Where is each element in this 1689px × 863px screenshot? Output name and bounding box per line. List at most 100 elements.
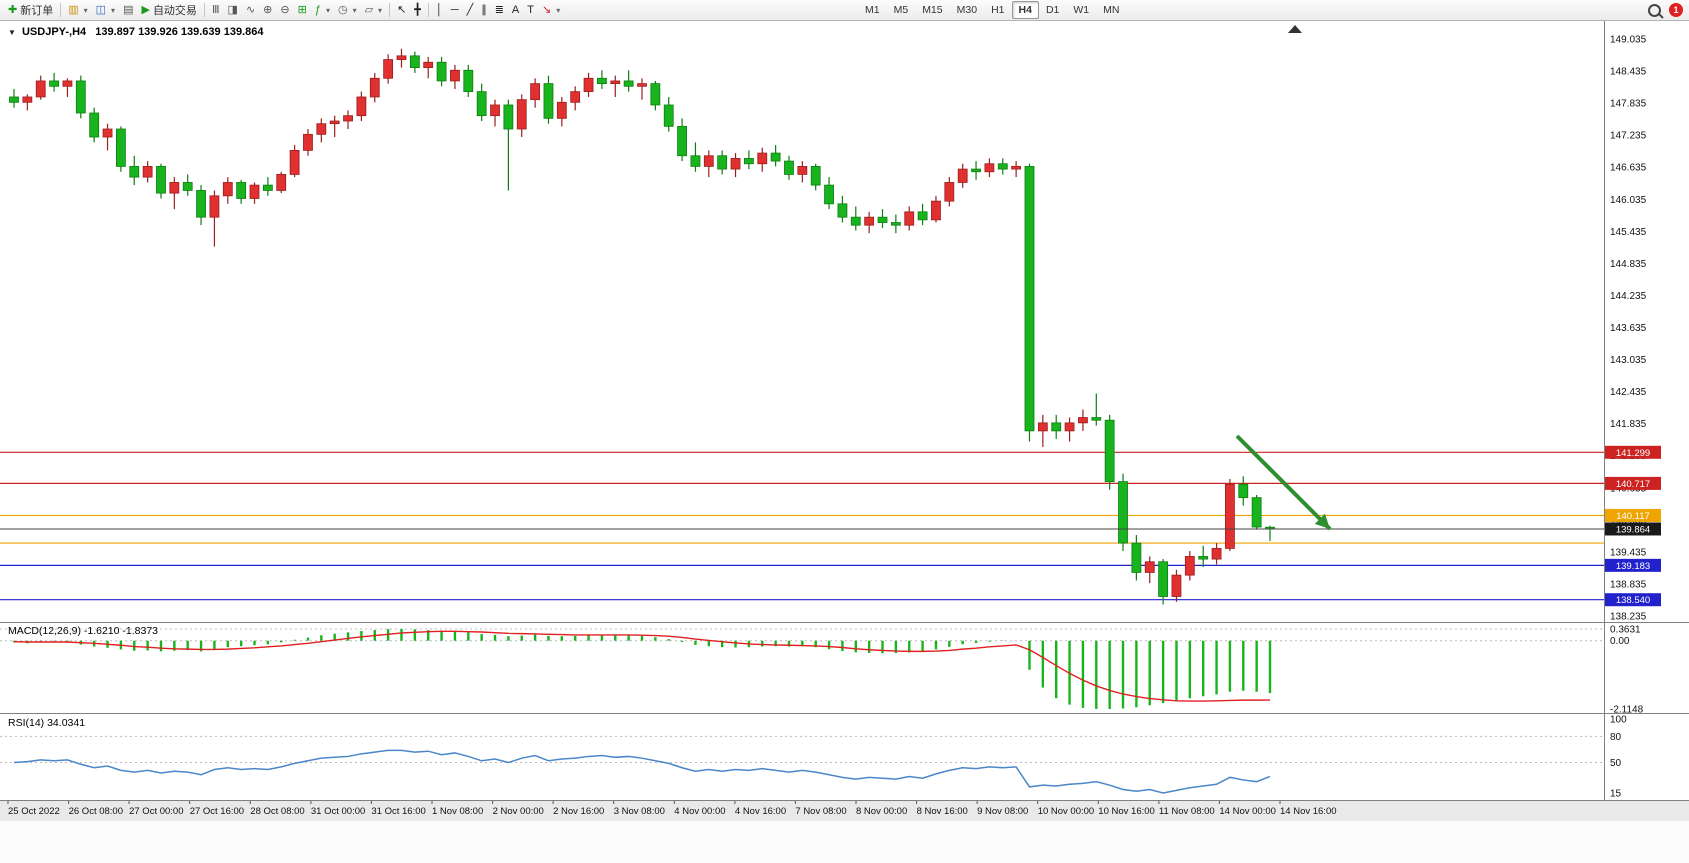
time-axis-label: 27 Oct 16:00 xyxy=(190,806,244,817)
chart-shift-marker[interactable] xyxy=(1288,25,1302,33)
toolbar-separator xyxy=(60,3,62,17)
candle-body xyxy=(49,80,59,87)
chart-canvas[interactable]: 149.035 148.435 147.835 147.235 146.635 146.0… xyxy=(0,21,1689,863)
price-tag-label: 139.864 xyxy=(1616,524,1650,535)
rsi-axis-label: 15 xyxy=(1610,789,1622,800)
candle-body xyxy=(530,83,541,101)
candle-body xyxy=(864,216,875,226)
ohlc-values: 139.897 139.926 139.639 139.864 xyxy=(95,26,264,38)
price-tag-label: 140.717 xyxy=(1616,479,1650,490)
chart-symbol-title[interactable]: ▼ USDJPY-,H4 139.897 139.926 139.639 139… xyxy=(8,26,263,38)
candle-body xyxy=(75,80,86,114)
profiles-button[interactable]: ◫ xyxy=(92,1,119,19)
tf-button-h1[interactable]: H1 xyxy=(991,4,1005,16)
arrows-button[interactable]: ↘ xyxy=(538,1,564,19)
autotrading-icon: ▶ xyxy=(141,3,150,16)
price-pane[interactable] xyxy=(0,21,1604,622)
horizontal-line-button[interactable]: ─ xyxy=(447,1,463,19)
search-icon[interactable] xyxy=(1648,3,1661,17)
tf-button-m30[interactable]: M30 xyxy=(956,4,978,16)
candle-body xyxy=(1131,542,1142,573)
candle-body xyxy=(944,182,955,202)
trend-arrow-annotation[interactable] xyxy=(1235,434,1332,531)
macd-pane[interactable] xyxy=(0,622,1604,713)
tf-button-m15[interactable]: M15 xyxy=(922,4,943,16)
price-axis-label: 141.835 xyxy=(1610,419,1647,430)
tf-button-d1[interactable]: D1 xyxy=(1045,4,1060,16)
data-window-button[interactable]: ▤ xyxy=(119,1,137,19)
tile-windows-button[interactable]: ⊞ xyxy=(294,1,311,19)
candle-body xyxy=(957,168,968,183)
candle-body xyxy=(784,160,794,175)
candle-body xyxy=(824,184,834,205)
time-axis[interactable] xyxy=(0,800,1689,821)
new-order-button[interactable]: ✚ 新订单 xyxy=(4,1,57,19)
tf-button-w1[interactable]: W1 xyxy=(1073,4,1090,16)
new-order-icon: ✚ xyxy=(8,3,18,16)
candle-body xyxy=(222,182,233,197)
channel-icon: ∥ xyxy=(481,3,487,16)
candle-body xyxy=(797,166,808,175)
trendline-button[interactable]: ╱ xyxy=(463,1,478,19)
price-axis-label: 145.435 xyxy=(1610,227,1647,238)
candle-body xyxy=(623,80,634,87)
price-axis-label: 138.835 xyxy=(1610,579,1647,590)
channel-button[interactable]: ∥ xyxy=(477,1,491,19)
text-button[interactable]: A xyxy=(508,1,523,19)
bar-chart-type-button[interactable]: Ⅲ xyxy=(208,1,224,19)
tf-button-mn[interactable]: MN xyxy=(1103,4,1120,16)
candle-body xyxy=(329,120,340,125)
templates-button[interactable]: ▱ xyxy=(361,1,386,19)
time-axis-label: 14 Nov 00:00 xyxy=(1219,806,1276,817)
new-chart-button[interactable]: ▥ xyxy=(64,1,91,19)
candle-body xyxy=(1104,419,1115,483)
candle-body xyxy=(690,155,701,167)
text-label-button[interactable]: T xyxy=(523,1,538,19)
candle-body xyxy=(1024,166,1035,432)
price-tag xyxy=(1605,508,1661,522)
line-chart-type-button[interactable]: ∿ xyxy=(242,1,259,19)
tile-windows-icon: ⊞ xyxy=(297,3,307,16)
price-axis[interactable] xyxy=(1604,21,1689,800)
candle-body xyxy=(677,125,687,157)
candle-body xyxy=(196,190,206,218)
rsi-axis-label: 50 xyxy=(1610,758,1622,769)
price-tag-label: 138.540 xyxy=(1616,595,1650,606)
tf-button-h4[interactable]: H4 xyxy=(1011,1,1039,19)
candle-body xyxy=(1171,574,1182,597)
zoom-out-button[interactable]: ⊖ xyxy=(276,1,293,19)
candle-body xyxy=(9,96,19,103)
candle-body xyxy=(1037,422,1048,432)
candle-body xyxy=(971,168,981,173)
candle-body xyxy=(343,115,353,122)
tf-button-m5[interactable]: M5 xyxy=(893,4,909,16)
toolbar: ✚ 新订单 ▥ ◫ ▤ ▶ 自动交易 Ⅲ ◨ ∿ ⊕ ⊖ ⊞ ƒ ◷ ▱ ↖ xyxy=(0,0,1689,21)
zoom-in-icon: ⊕ xyxy=(263,3,273,16)
periods-button[interactable]: ◷ xyxy=(334,1,361,19)
crosshair-button[interactable]: ╋ xyxy=(410,1,425,19)
vertical-line-button[interactable]: │ xyxy=(432,1,447,19)
time-axis-label: 7 Nov 08:00 xyxy=(795,806,846,817)
candlestick-type-button[interactable]: ◨ xyxy=(224,1,242,19)
candle-body xyxy=(1211,548,1222,560)
autotrading-button[interactable]: ▶ 自动交易 xyxy=(137,1,200,19)
crosshair-icon: ╋ xyxy=(414,3,421,16)
candle-body xyxy=(637,83,647,87)
candle-body xyxy=(423,61,434,68)
candle-body xyxy=(770,152,781,162)
candle-body xyxy=(276,174,287,191)
candle-body xyxy=(396,55,407,60)
tf-button-m1[interactable]: M1 xyxy=(865,4,880,16)
candle-body xyxy=(1118,481,1128,544)
cursor-button[interactable]: ↖ xyxy=(393,1,410,19)
rsi-pane[interactable] xyxy=(0,713,1604,800)
chart-footer xyxy=(0,821,1689,863)
toolbar-separator xyxy=(427,3,429,17)
notification-badge[interactable]: 1 xyxy=(1669,3,1683,17)
zoom-in-button[interactable]: ⊕ xyxy=(259,1,276,19)
candle-body xyxy=(904,211,915,226)
symbol-dropdown-icon[interactable]: ▼ xyxy=(8,28,16,37)
indicators-button[interactable]: ƒ xyxy=(311,1,334,19)
candle-body xyxy=(997,163,1008,170)
fibonacci-button[interactable]: ≣ xyxy=(491,1,508,19)
